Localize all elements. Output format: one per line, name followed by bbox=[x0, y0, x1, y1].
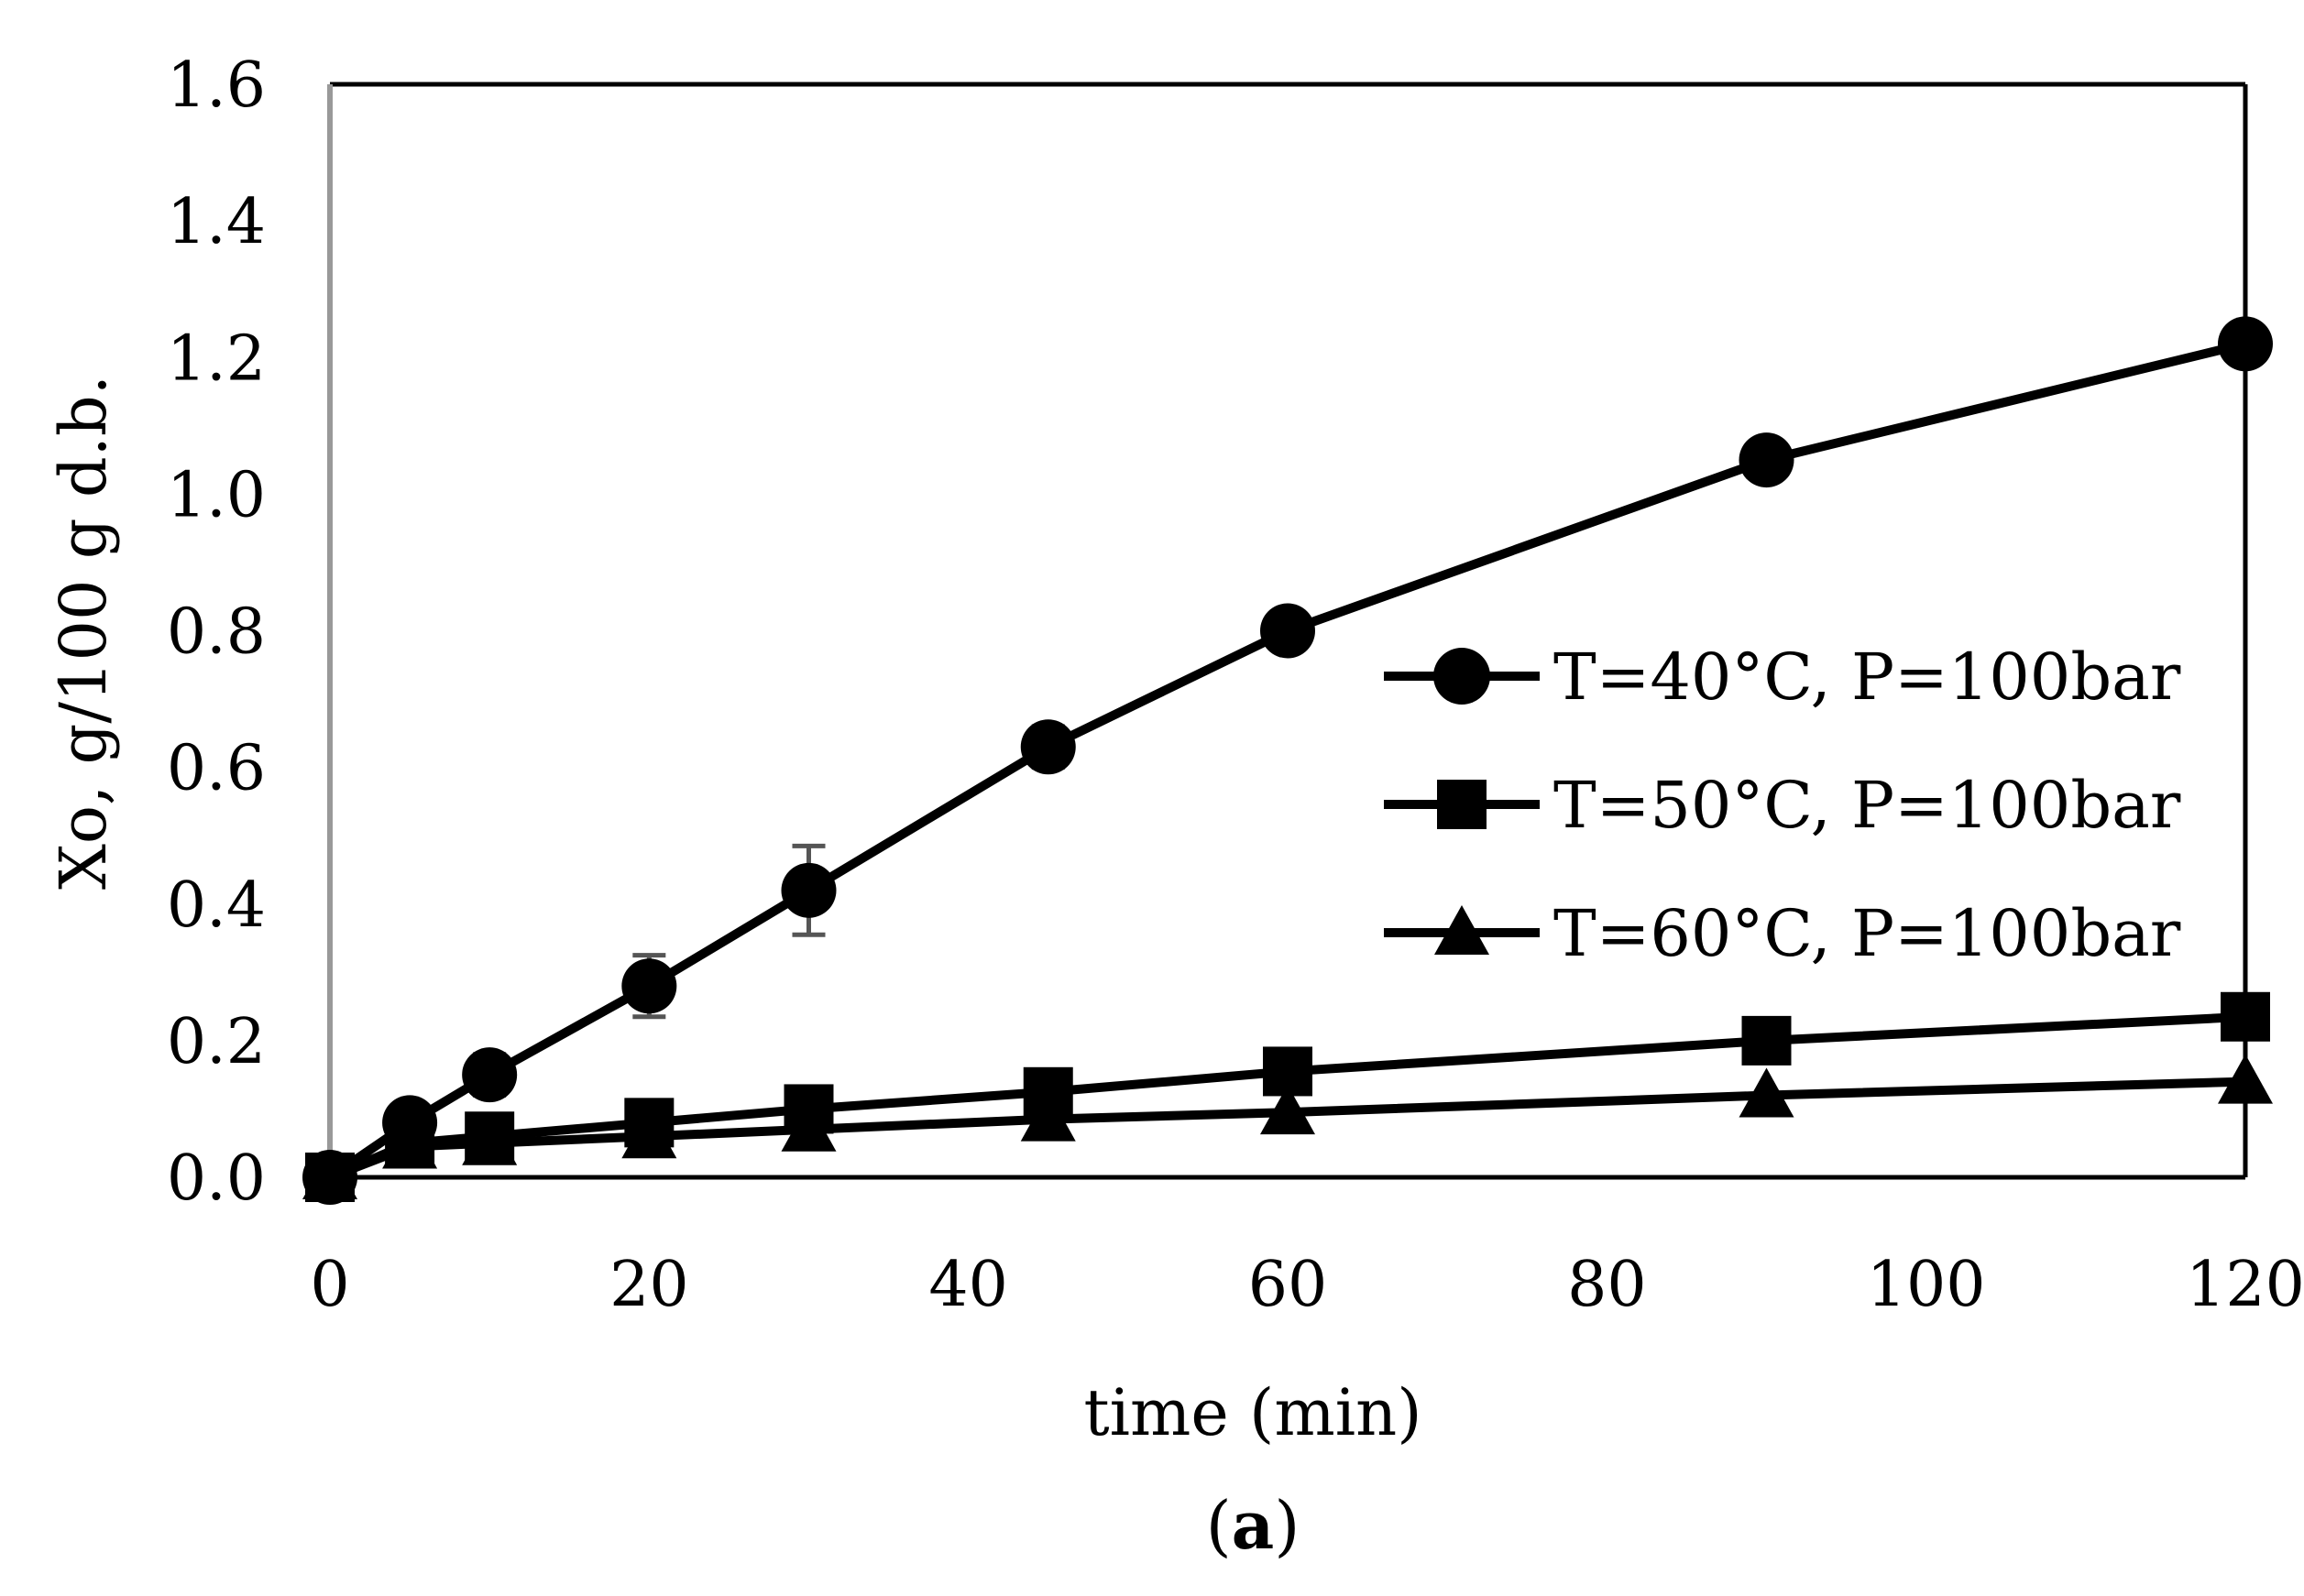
data-point-circle bbox=[781, 862, 837, 918]
data-point-circle bbox=[302, 1150, 357, 1205]
legend-marker-circle bbox=[1433, 648, 1490, 705]
legend-label-t40: T=40°C, P=100bar bbox=[1553, 639, 2181, 715]
data-point-square bbox=[624, 1098, 675, 1148]
plot-area bbox=[302, 82, 2273, 1205]
y-tick-label: 1.4 bbox=[167, 186, 266, 258]
x-tick-label: 0 bbox=[310, 1249, 349, 1321]
y-tick-label: 1.6 bbox=[167, 49, 266, 122]
legend-marker-triangle bbox=[1434, 905, 1489, 955]
x-tick-label: 120 bbox=[2186, 1249, 2304, 1321]
data-point-square bbox=[465, 1111, 515, 1162]
data-point-circle bbox=[2218, 316, 2273, 372]
y-tick-label: 1.2 bbox=[167, 322, 266, 395]
x-tick-label: 100 bbox=[1867, 1249, 1986, 1321]
data-point-circle bbox=[382, 1095, 438, 1151]
y-tick-label: 1.0 bbox=[167, 459, 266, 531]
data-point-square bbox=[2221, 991, 2270, 1042]
x-tick-label: 40 bbox=[928, 1249, 1008, 1321]
x-axis-title: time (min) bbox=[1083, 1375, 1421, 1450]
legend-item-t60: T=60°C, P=100bar bbox=[1384, 896, 2181, 971]
y-tick-label: 0.6 bbox=[167, 733, 266, 805]
y-axis-ticks: 0.0 0.2 0.4 0.6 0.8 1.0 1.2 1.4 1.6 bbox=[167, 49, 266, 1215]
data-point-square bbox=[784, 1084, 834, 1134]
data-point-circle bbox=[1020, 719, 1076, 775]
data-point-triangle bbox=[2218, 1054, 2273, 1104]
data-point-square bbox=[1263, 1046, 1312, 1097]
legend-label-t60: T=60°C, P=100bar bbox=[1553, 896, 2181, 971]
data-point-triangle bbox=[1739, 1067, 1794, 1118]
y-axis-title: Xo, g/100 g d.b. bbox=[46, 375, 121, 890]
data-point-square bbox=[1023, 1066, 1073, 1117]
data-point-square bbox=[1741, 1015, 1792, 1066]
y-tick-label: 0.0 bbox=[167, 1142, 266, 1215]
y-tick-label: 0.2 bbox=[167, 1006, 266, 1078]
legend-item-t40: T=40°C, P=100bar bbox=[1384, 639, 2181, 715]
legend-label-t50: T=50°C, P=100bar bbox=[1553, 768, 2181, 843]
data-point-circle bbox=[1739, 432, 1794, 488]
data-point-triangle bbox=[1260, 1085, 1315, 1135]
x-tick-label: 60 bbox=[1248, 1249, 1328, 1321]
x-tick-label: 80 bbox=[1567, 1249, 1647, 1321]
y-tick-label: 0.4 bbox=[167, 869, 266, 942]
x-axis-ticks: 0 20 40 60 80 100 120 bbox=[310, 1249, 2304, 1321]
data-point-circle bbox=[1260, 603, 1315, 659]
data-point-circle bbox=[462, 1047, 518, 1103]
legend: T=40°C, P=100bar T=50°C, P=100bar T=60°C… bbox=[1384, 639, 2181, 971]
y-tick-label: 0.8 bbox=[167, 596, 266, 669]
data-point-circle bbox=[621, 958, 677, 1014]
legend-marker-square bbox=[1437, 780, 1487, 829]
series-circle bbox=[302, 316, 2273, 1205]
legend-item-t50: T=50°C, P=100bar bbox=[1384, 768, 2181, 843]
x-tick-label: 20 bbox=[609, 1249, 689, 1321]
figure-caption: (a) bbox=[1206, 1486, 1300, 1564]
